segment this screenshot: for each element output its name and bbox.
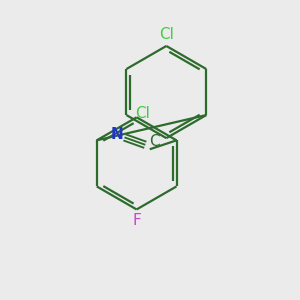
Text: F: F: [132, 213, 141, 228]
Text: Cl: Cl: [135, 106, 150, 121]
Text: C: C: [149, 134, 160, 149]
Text: N: N: [111, 128, 124, 142]
Text: Cl: Cl: [159, 27, 174, 42]
